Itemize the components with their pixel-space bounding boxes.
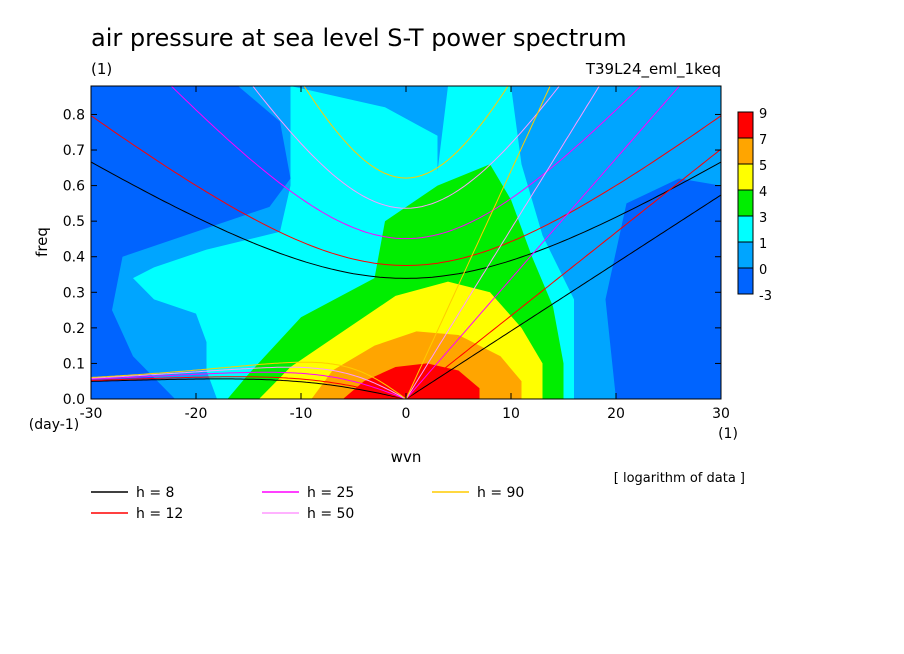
colorbar-box-4 — [737, 189, 754, 217]
curve-ig-2 — [91, 115, 721, 267]
curve-rossby-2 — [91, 376, 407, 399]
chart-units: (1) — [91, 60, 112, 78]
x-axis-label: wvn — [391, 448, 422, 466]
colorbar-label-6: 1 — [759, 237, 767, 252]
x-tick-label-1: -20 — [185, 406, 208, 422]
y-tick-label-6: 0.6 — [63, 179, 85, 195]
y-axis-units: (day-1) — [29, 417, 79, 433]
legend-label-5: h = 90 — [477, 485, 524, 501]
y-tick-label-3: 0.3 — [63, 285, 85, 301]
colorbar-label-4: 4 — [759, 185, 767, 200]
x-tick-label-2: -10 — [290, 406, 313, 422]
x-tick-label-4: 10 — [502, 406, 520, 422]
curve-rossby-3 — [91, 371, 407, 399]
y-axis-label: freq — [33, 227, 51, 257]
colorbar-box-5 — [737, 215, 754, 243]
x-tick-label-3: 0 — [402, 406, 411, 422]
colorbar-label-2: 7 — [759, 133, 767, 148]
y-tick-label-5: 0.5 — [63, 214, 85, 230]
curve-ig-1 — [91, 161, 721, 279]
colorbar-label-1: 9 — [759, 107, 767, 122]
colorbar-label-7: 0 — [759, 263, 767, 278]
colorbar-box-1 — [737, 111, 754, 139]
legend-label-1: h = 8 — [136, 485, 174, 501]
colorbar-box-7 — [737, 267, 754, 295]
legend-label-4: h = 50 — [307, 506, 354, 522]
x-axis-units: (1) — [718, 426, 738, 442]
y-tick-label-7: 0.7 — [63, 143, 85, 159]
curve-kelvin-1 — [405, 194, 721, 399]
y-tick-label-0: 0.0 — [63, 392, 85, 408]
x-tick-label-6: 30 — [712, 406, 730, 422]
legend: h = 8 h = 12 h = 25 h = 50 h = 90 — [91, 485, 524, 522]
contour-region-6 — [343, 363, 480, 399]
x-tick-label-0: -30 — [80, 406, 103, 422]
curve-kelvin-3 — [405, 86, 681, 399]
colorbar-label-3: 5 — [759, 159, 767, 174]
legend-label-3: h = 25 — [307, 485, 354, 501]
data-note: [ logarithm of data ] — [614, 471, 745, 486]
y-tick-label-2: 0.2 — [63, 321, 85, 337]
curve-kelvin-2 — [405, 148, 721, 399]
y-tick-label-1: 0.1 — [63, 356, 85, 372]
curve-kelvin-4 — [405, 86, 600, 399]
colorbar-label-5: 3 — [759, 211, 767, 226]
curve-rossby-4 — [91, 366, 407, 399]
colorbar-box-6 — [737, 241, 754, 269]
curve-kelvin-5 — [405, 86, 551, 399]
y-tick-label-8: 0.8 — [63, 107, 85, 123]
colorbar: 9 7 5 4 3 1 0 -3 — [737, 107, 772, 304]
curve-ig-4 — [252, 86, 560, 209]
curve-rossby-1 — [91, 378, 407, 399]
curve-ig-5 — [303, 86, 509, 179]
y-tick-label-4: 0.4 — [63, 250, 85, 266]
curve-rossby-5 — [91, 361, 407, 399]
chart-title: air pressure at sea level S-T power spec… — [91, 24, 627, 52]
colorbar-box-2 — [737, 137, 754, 165]
x-tick-label-5: 20 — [607, 406, 625, 422]
legend-label-2: h = 12 — [136, 506, 183, 522]
colorbar-box-3 — [737, 163, 754, 191]
colorbar-label-8: -3 — [759, 289, 772, 304]
experiment-label: T39L24_eml_1keq — [585, 60, 721, 79]
curve-ig-3 — [170, 86, 642, 240]
